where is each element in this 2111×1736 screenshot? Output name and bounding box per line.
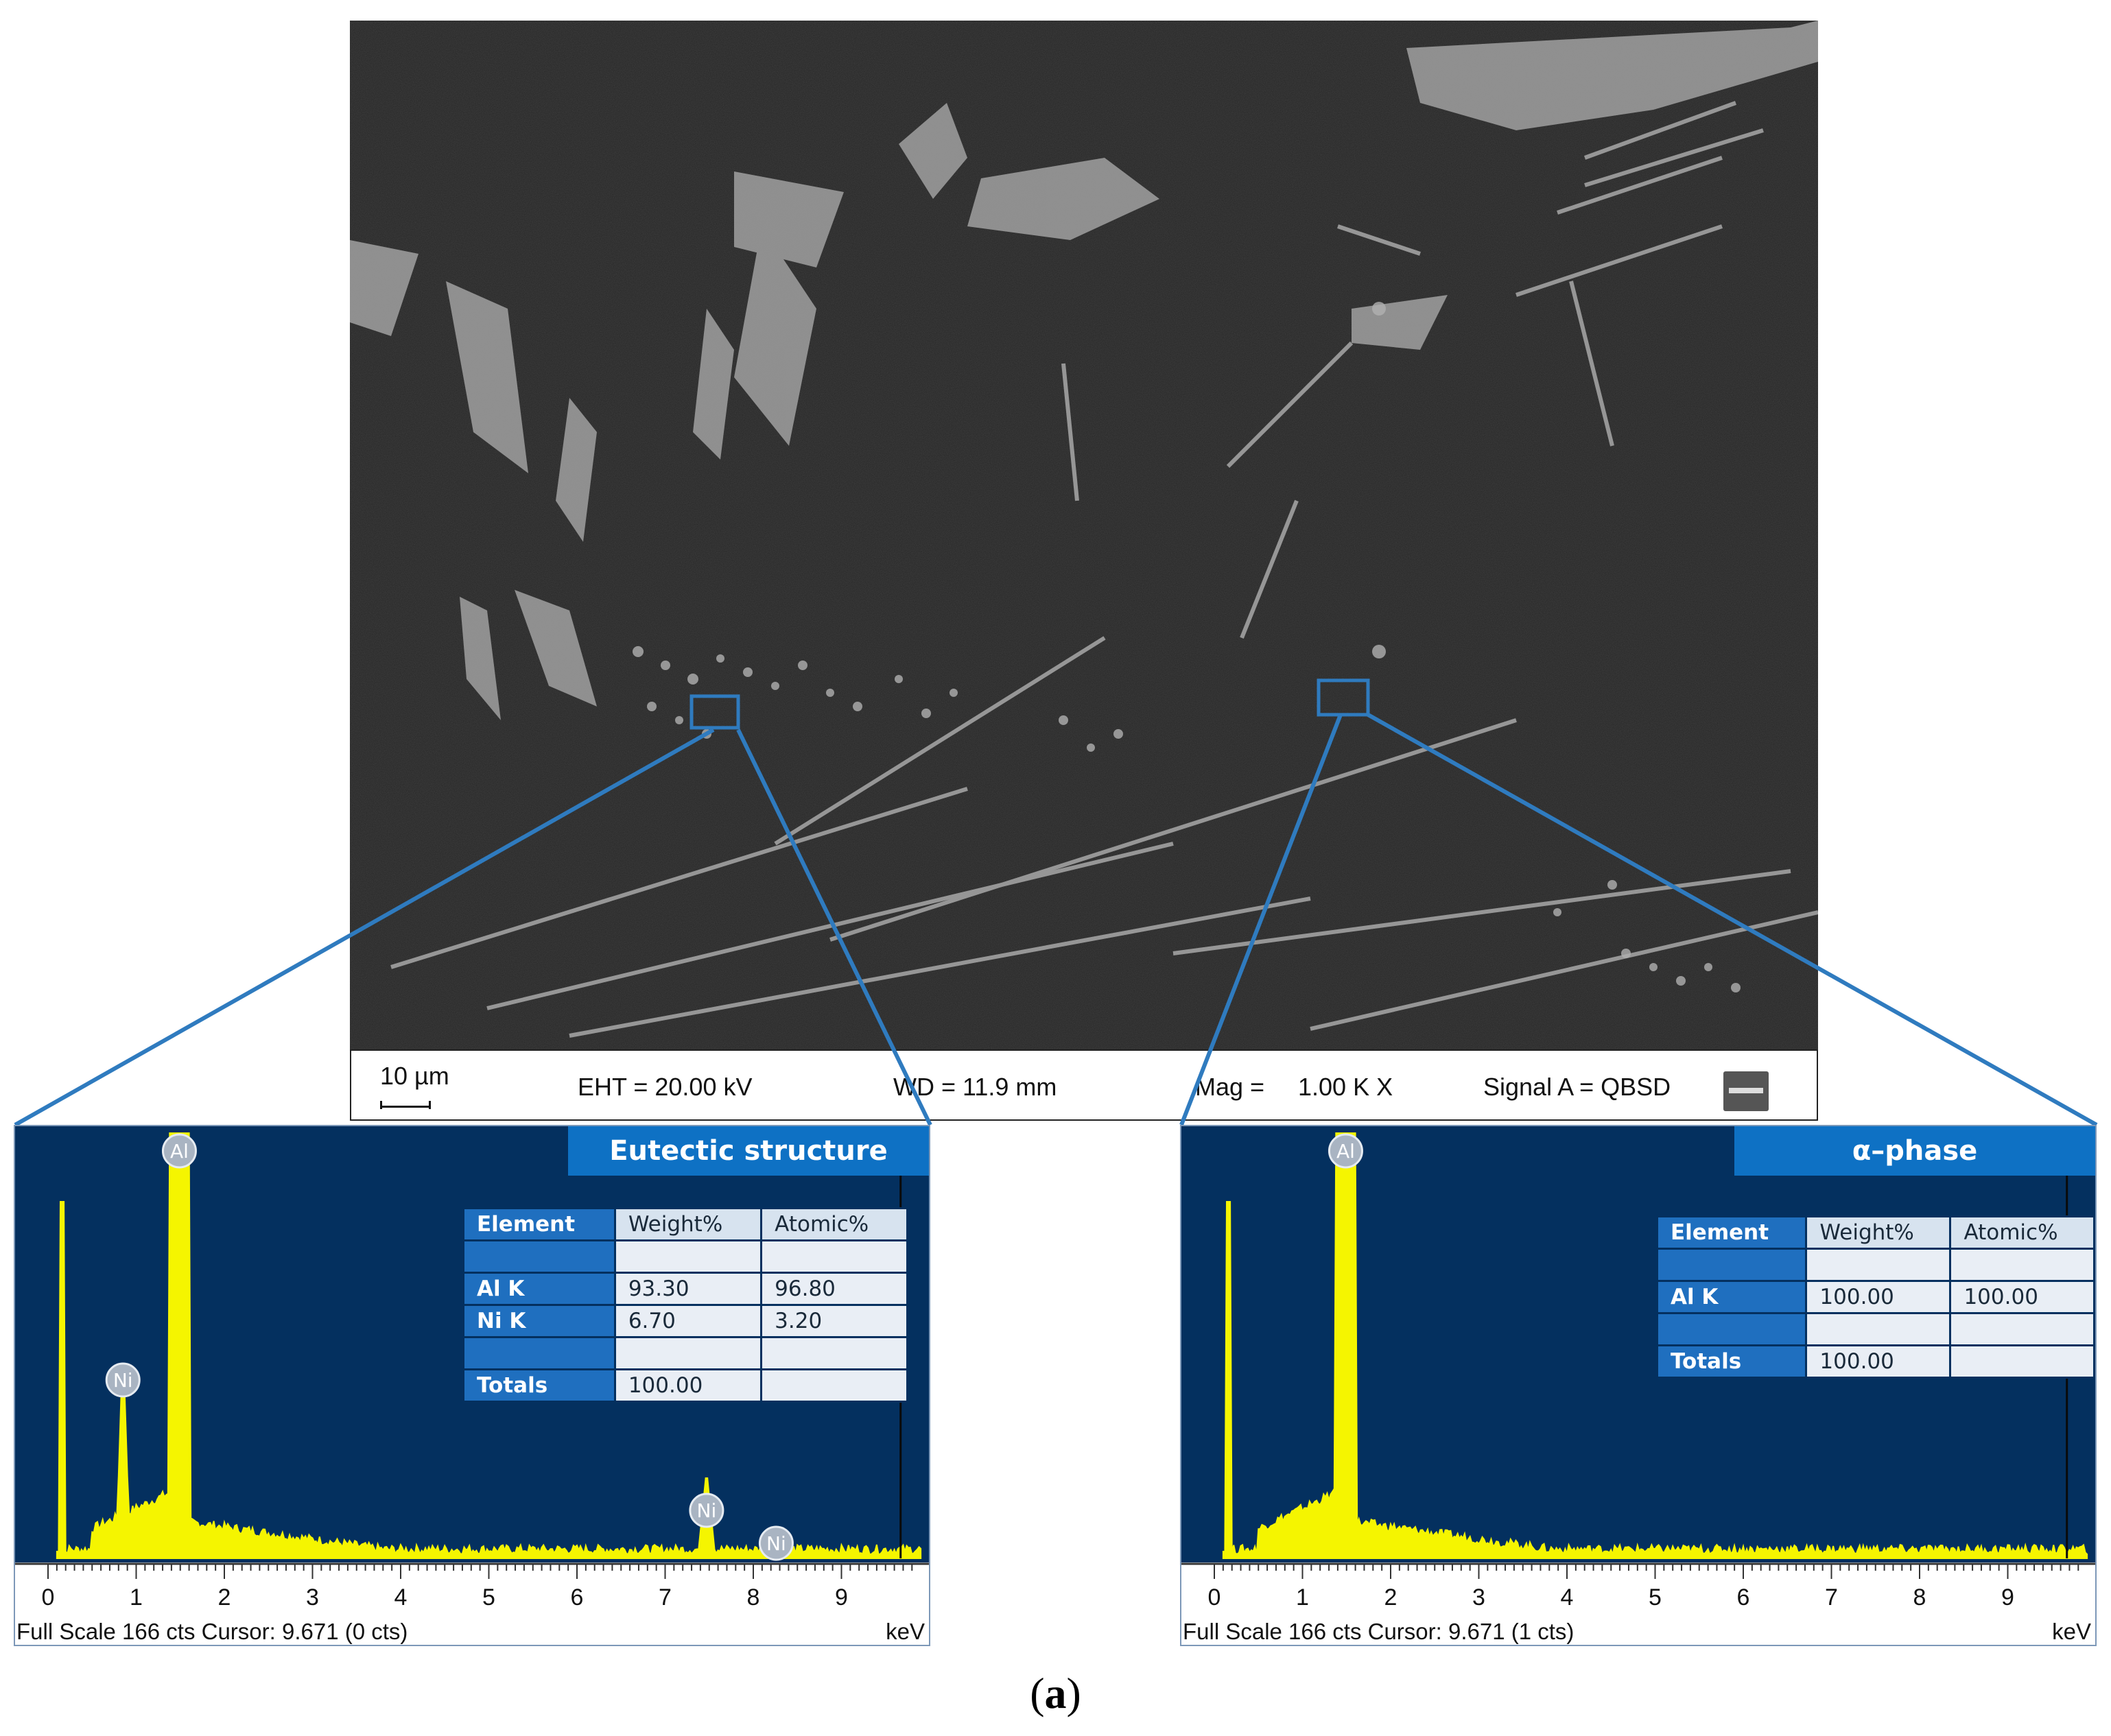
table-cell: 6.70 (613, 1304, 763, 1338)
edx-plot-alpha: Al α–phase Element Weight% Atomic% Al K … (1181, 1126, 2095, 1562)
axis-tick-label: 1 (1296, 1584, 1309, 1610)
kev-axis: 0 1 2 3 4 5 6 7 8 9 Full Scale 166 cts Cursor: 9.… (1181, 1562, 2095, 1645)
sem-info-bar: 10 µm EHT = 20.00 kV WD = 11.9 mm Mag = … (350, 1049, 1818, 1121)
peak-label-ni: Ni (758, 1525, 794, 1561)
edx-plot-eutectic: Al Ni Ni Ni Eutectic structure Element Weig… (15, 1126, 929, 1562)
table-cell (462, 1336, 616, 1370)
spectrum-footer: Full Scale 166 cts Cursor: 9.671 (0 cts) (16, 1619, 408, 1644)
axis-tick-label: 3 (306, 1584, 319, 1610)
table-cell: 93.30 (613, 1272, 763, 1306)
axis-tick-label: 9 (835, 1584, 848, 1610)
caption-label: a (1044, 1669, 1067, 1717)
spectrum-footer: Full Scale 166 cts Cursor: 9.671 (1 cts) (1183, 1619, 1575, 1644)
col-header: Weight% (1805, 1215, 1952, 1250)
figure-caption: (a) (1030, 1669, 1081, 1717)
col-header: Atomic% (1949, 1215, 2095, 1250)
table-cell (760, 1239, 908, 1274)
axis-tick-label: 7 (659, 1584, 672, 1610)
table-cell: 100.00 (1949, 1280, 2095, 1314)
eht-value: EHT = 20.00 kV (578, 1073, 753, 1101)
selection-box-alpha (1317, 678, 1370, 717)
zeiss-logo-icon (1723, 1071, 1769, 1111)
col-header: Atomic% (760, 1207, 908, 1241)
wd-value: WD = 11.9 mm (893, 1073, 1057, 1101)
table-cell: 3.20 (760, 1304, 908, 1338)
table-cell: Ni K (462, 1304, 616, 1338)
table-cell: Al K (462, 1272, 616, 1306)
panel-title: Eutectic structure (568, 1126, 929, 1176)
edx-panel-eutectic: Al Ni Ni Ni Eutectic structure Element Weig… (14, 1125, 930, 1646)
table-cell: 96.80 (760, 1272, 908, 1306)
axis-tick-label: 5 (1649, 1584, 1662, 1610)
axis-tick-label: 4 (394, 1584, 408, 1610)
axis-tick-label: 6 (571, 1584, 584, 1610)
col-header: Weight% (613, 1207, 763, 1241)
table-cell (1805, 1248, 1952, 1282)
panel-title: α–phase (1734, 1126, 2095, 1176)
axis-tick-label: 4 (1561, 1584, 1574, 1610)
kev-axis: 0 1 2 3 4 5 6 7 8 9 Full Scale 166 cts Cursor: 9.… (15, 1562, 929, 1645)
table-cell (1655, 1312, 1808, 1346)
scale-bar (380, 1101, 431, 1109)
axis-tick-label: 8 (1913, 1584, 1926, 1610)
table-cell: 100.00 (613, 1368, 763, 1403)
table-cell: 100.00 (1805, 1344, 1952, 1379)
spectrum-alpha: Al (1222, 1126, 2088, 1559)
table-cell: 100.00 (1805, 1280, 1952, 1314)
table-cell (1655, 1248, 1808, 1282)
axis-tick-label: 9 (2001, 1584, 2014, 1610)
table-cell (613, 1336, 763, 1370)
signal-value: Signal A = QBSD (1483, 1073, 1671, 1101)
axis-tick-label: 0 (1208, 1584, 1221, 1610)
col-header: Element (1655, 1215, 1808, 1250)
axis-unit: keV (2052, 1619, 2091, 1644)
table-cell (1949, 1248, 2095, 1282)
svg-text:Al: Al (1336, 1140, 1355, 1163)
axis-tick-label: 5 (482, 1584, 495, 1610)
svg-text:Al: Al (170, 1140, 189, 1163)
col-header: Element (462, 1207, 616, 1241)
peak-label-ni: Ni (105, 1362, 141, 1398)
table-cell (760, 1336, 908, 1370)
sem-microstructure (350, 21, 1818, 1049)
axis-tick-label: 3 (1472, 1584, 1485, 1610)
sem-micrograph (350, 21, 1818, 1049)
composition-table: Element Weight% Atomic% Al K 100.00 100.… (1655, 1215, 2095, 1379)
axis-tick-label: 2 (218, 1584, 231, 1610)
table-cell: Totals (1655, 1344, 1808, 1379)
table-cell (1805, 1312, 1952, 1346)
kev-axis-ticks: 0 1 2 3 4 5 6 7 8 9 (15, 1562, 929, 1610)
axis-tick-label: 0 (42, 1584, 55, 1610)
axis-tick-label: 7 (1825, 1584, 1838, 1610)
table-cell (462, 1239, 616, 1274)
table-cell (1949, 1344, 2095, 1379)
peak-label-ni: Ni (689, 1493, 724, 1528)
svg-text:Ni: Ni (697, 1499, 717, 1522)
edx-panel-alpha: Al α–phase Element Weight% Atomic% Al K … (1180, 1125, 2097, 1646)
peak-label-al: Al (1328, 1133, 1363, 1169)
spectrum-trace (1222, 1132, 2088, 1559)
axis-tick-label: 6 (1737, 1584, 1750, 1610)
spectrum-eutectic: Al Ni Ni Ni (56, 1126, 922, 1561)
svg-text:Ni: Ni (766, 1532, 786, 1555)
mag-label: Mag = (1195, 1073, 1265, 1101)
axis-tick-label: 1 (130, 1584, 143, 1610)
table-cell (1949, 1312, 2095, 1346)
axis-unit: keV (886, 1619, 925, 1644)
axis-tick-label: 8 (747, 1584, 760, 1610)
scale-bar-label: 10 µm (380, 1062, 449, 1090)
table-cell: Al K (1655, 1280, 1808, 1314)
table-cell (760, 1368, 908, 1403)
mag-value: 1.00 K X (1298, 1073, 1393, 1101)
svg-text:Ni: Ni (113, 1369, 133, 1392)
peak-label-al: Al (161, 1133, 197, 1169)
axis-tick-label: 2 (1384, 1584, 1397, 1610)
selection-box-eutectic (689, 694, 740, 730)
table-cell (613, 1239, 763, 1274)
composition-table: Element Weight% Atomic% Al K 93.30 96.80… (462, 1207, 908, 1403)
kev-axis-ticks: 0 1 2 3 4 5 6 7 8 9 (1181, 1562, 2095, 1610)
table-cell: Totals (462, 1368, 616, 1403)
